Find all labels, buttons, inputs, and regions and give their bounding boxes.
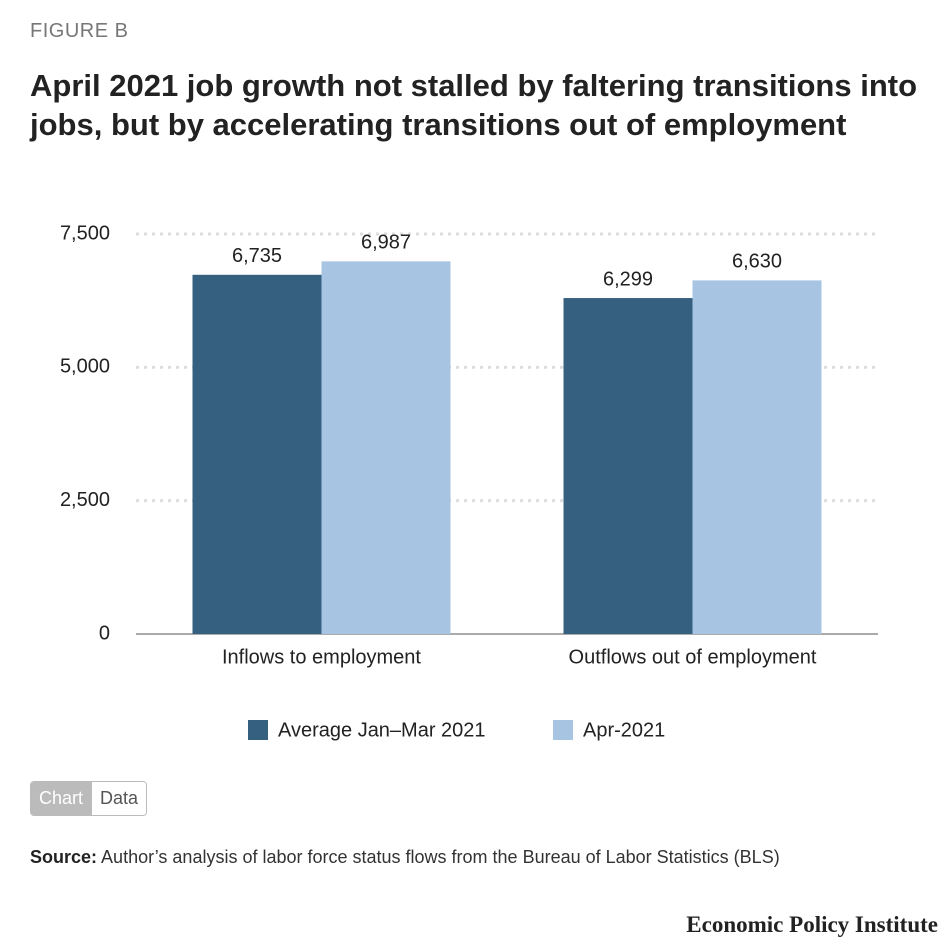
x-tick-label: Inflows to employment xyxy=(222,646,421,668)
y-tick-label: 0 xyxy=(99,622,110,644)
footer: Economic Policy Institute xyxy=(686,912,938,937)
source-text: Author’s analysis of labor force status … xyxy=(101,847,780,867)
value-label: 6,987 xyxy=(361,232,411,254)
value-label: 6,630 xyxy=(732,251,782,273)
data-button[interactable]: Data xyxy=(91,782,147,815)
bar xyxy=(563,298,693,634)
bar xyxy=(192,274,322,634)
legend-swatch xyxy=(553,720,573,740)
figure-label: FIGURE B xyxy=(30,20,129,42)
value-label: 6,299 xyxy=(603,268,653,290)
source: Source: Author’s analysis of labor force… xyxy=(30,843,900,871)
chart-title: April 2021 job growth not stalled by fal… xyxy=(30,68,918,142)
chart-button[interactable]: Chart xyxy=(31,782,92,815)
view-toggle: Chart Data xyxy=(30,781,148,816)
legend-label: Apr-2021 xyxy=(583,719,665,741)
x-tick-label: Outflows out of employment xyxy=(569,646,817,668)
bar xyxy=(692,280,822,634)
source-label: Source: xyxy=(30,847,98,867)
y-tick-label: 7,500 xyxy=(60,222,110,244)
y-tick-label: 2,500 xyxy=(60,489,110,511)
legend-label: Average Jan–Mar 2021 xyxy=(278,719,486,741)
bar xyxy=(321,261,451,634)
legend-swatch xyxy=(248,720,268,740)
value-label: 6,735 xyxy=(232,245,282,267)
y-tick-label: 5,000 xyxy=(60,356,110,378)
